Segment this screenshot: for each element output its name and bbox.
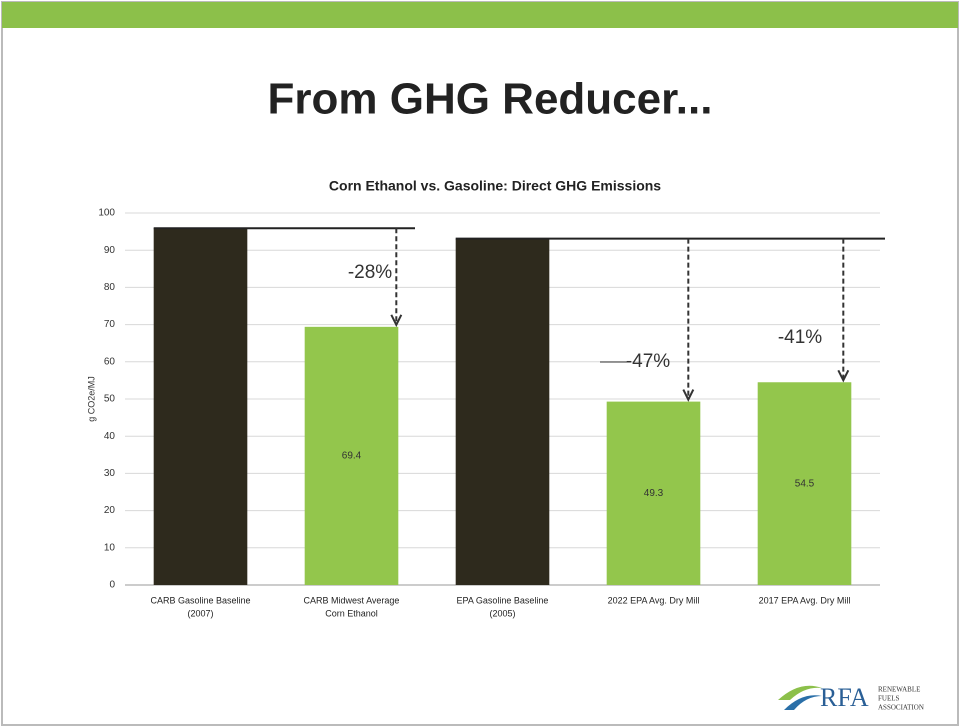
x-tick-label: 2022 EPA Avg. Dry Mill [608,595,700,605]
value-label: 54.5 [795,478,815,489]
logo-mark: RFA [820,683,869,712]
top-band [2,2,958,28]
logo-swoosh [784,695,822,710]
logo-text: RENEWABLE [878,686,920,694]
y-tick-label: 100 [98,208,115,219]
logo-text: ASSOCIATION [878,704,924,712]
y-tick-label: 90 [104,245,116,256]
x-tick-label: 2017 EPA Avg. Dry Mill [759,595,851,605]
y-tick-label: 50 [104,394,116,405]
y-tick-label: 60 [104,356,116,367]
bar [455,238,550,585]
y-tick-label: 20 [104,505,116,516]
annotation: -47% [626,351,670,372]
logo-swoosh [778,685,822,700]
x-tick-label: (2007) [187,608,213,618]
logo-text: FUELS [878,695,900,703]
x-tick-label: CARB Midwest Average [304,595,400,605]
bar [304,326,399,585]
y-tick-label: 30 [104,468,116,479]
y-tick-label: 40 [104,431,116,442]
y-axis-label: g CO2e/MJ [86,376,96,422]
value-label: 69.4 [342,451,362,462]
arrow-head [837,369,850,383]
bar [606,401,701,585]
arrow-head [390,314,403,328]
annotation: -41% [778,327,822,348]
arrow-head [682,389,695,402]
y-tick-label: 0 [109,580,115,591]
x-tick-label: Corn Ethanol [325,608,378,618]
bar [757,382,852,585]
value-label: 49.3 [644,488,664,499]
bar [153,228,248,585]
y-tick-label: 80 [104,282,116,293]
annotation: -28% [348,262,392,283]
x-tick-label: EPA Gasoline Baseline [457,595,549,605]
y-tick-label: 10 [104,542,116,553]
y-tick-label: 70 [104,319,116,330]
x-tick-label: (2005) [489,608,515,618]
slide-title: From GHG Reducer... [268,75,713,124]
x-tick-label: CARB Gasoline Baseline [150,595,250,605]
chart-title: Corn Ethanol vs. Gasoline: Direct GHG Em… [329,178,661,194]
